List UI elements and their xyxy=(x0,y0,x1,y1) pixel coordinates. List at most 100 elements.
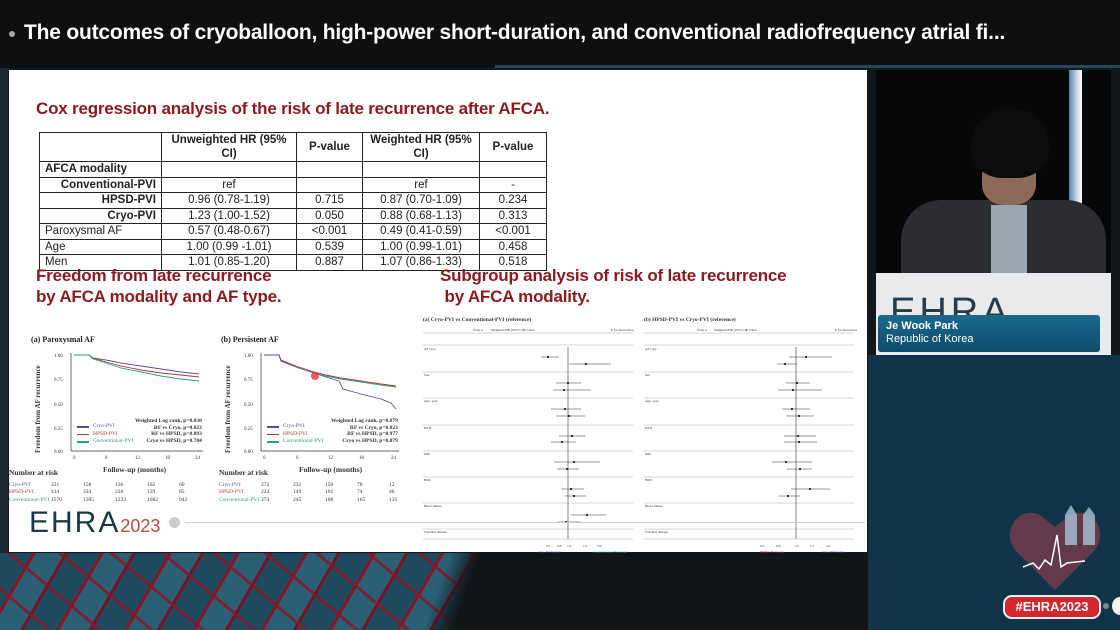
speaker-name: Je Wook Park xyxy=(886,320,958,332)
svg-text:P-value: P-value xyxy=(524,328,535,332)
svg-text:0: 0 xyxy=(73,456,76,461)
table-row: Men 1.01 (0.85-1.20) 0.887 1.07 (0.86-1.… xyxy=(39,254,547,271)
cell-whr: 0.87 (0.70-1.09) xyxy=(362,192,480,209)
risk-row: HPSD-PVI 414 334 228 139 85 xyxy=(9,489,211,497)
cell-wp: <0.001 xyxy=(479,223,547,240)
svg-text:6: 6 xyxy=(296,456,299,461)
km-xlabel: Follow-up (months) xyxy=(299,465,363,474)
svg-text:P for interaction: P for interaction xyxy=(611,328,634,332)
risk-row: Conventional-PVI 1570 1385 1233 1082 942 xyxy=(9,496,211,504)
svg-text:0: 0 xyxy=(263,456,266,461)
decor-dot xyxy=(1103,603,1109,609)
table-row: AFCA modality xyxy=(39,161,547,178)
risk-n: 245 xyxy=(293,496,302,503)
risk-n: 12 xyxy=(389,481,395,488)
svg-text:0.8: 0.8 xyxy=(557,544,562,548)
risk-n: 46 xyxy=(389,489,395,496)
km-title: (b) Persistent AF xyxy=(221,335,279,344)
cell-whr: 1.07 (0.86-1.33) xyxy=(362,254,480,271)
speaker-nameplate: Je Wook Park Republic of Korea xyxy=(878,315,1100,352)
cell-up: 0.715 xyxy=(296,192,363,209)
svg-text:AF type: AF type xyxy=(645,347,657,351)
table-row: HPSD-PVI 0.96 (0.78-1.19) 0.715 0.87 (0.… xyxy=(39,192,547,209)
svg-text:DM: DM xyxy=(645,452,652,456)
risk-n: 60 xyxy=(179,481,185,488)
speaker-shirt xyxy=(991,205,1027,275)
row-label: Paroxysmal AF xyxy=(39,223,162,240)
logo-line xyxy=(185,522,865,523)
cell-uhr: 1.01 (0.85-1.20) xyxy=(161,254,297,271)
cell-wp: 0.518 xyxy=(479,254,547,271)
row-label: Cryo-PVI xyxy=(39,207,162,224)
risk-n: 272 xyxy=(261,481,270,488)
svg-text:Cryo-PVI better: Cryo-PVI better xyxy=(538,550,561,554)
cell-uhr: 0.57 (0.48-0.67) xyxy=(161,223,297,240)
svg-text:0.75: 0.75 xyxy=(244,378,253,383)
cell-up xyxy=(296,161,363,178)
risk-n: 136 xyxy=(115,481,124,488)
svg-text:1.0: 1.0 xyxy=(794,544,799,548)
speaker-video xyxy=(876,70,1111,275)
svg-text:0.25: 0.25 xyxy=(244,427,253,432)
row-label: Age xyxy=(39,238,162,255)
legend-cryo: Cryo-PVI xyxy=(93,423,115,429)
cell-uhr: ref xyxy=(161,176,297,193)
freedom-title: Freedom from late recurrence by AFCA mod… xyxy=(36,265,282,307)
km-curves: 1.00 0.75 0.50 0.25 0.00 0 6 12 18 24 xyxy=(54,353,203,461)
cell-wp: 0.313 xyxy=(479,207,547,224)
cell-uhr: 1.23 (1.00-1.52) xyxy=(161,207,297,224)
accent-line xyxy=(495,65,1120,68)
event-hashtag: #EHRA2023 xyxy=(1003,595,1101,619)
cell-whr: ref xyxy=(362,176,480,193)
svg-text:12: 12 xyxy=(135,456,141,461)
row-label: Conventional-PVI xyxy=(39,176,162,193)
table-row: Cryo-PVI 1.23 (1.00-1.52) 0.050 0.88 (0.… xyxy=(39,207,547,224)
cell-up: 0.050 xyxy=(296,207,363,224)
risk-label: Conventional-PVI xyxy=(9,496,50,503)
cox-title: Cox regression analysis of the risk of l… xyxy=(36,99,550,118)
logo-dot xyxy=(169,517,180,528)
table-row: Paroxysmal AF 0.57 (0.48-0.67) <0.001 0.… xyxy=(39,223,547,240)
risk-label: Cryo-PVI xyxy=(9,481,31,488)
risk-n: 1082 xyxy=(147,496,158,503)
cell-up: 0.539 xyxy=(296,238,363,255)
stat-line: Weighted Log rank, p=0.079 xyxy=(331,418,398,424)
risk-n: 274 xyxy=(261,496,270,503)
risk-n: 165 xyxy=(357,496,366,503)
svg-text:0.5: 0.5 xyxy=(760,544,765,548)
legend-hpsd: HPSD-PVI xyxy=(283,430,308,437)
subgroup-title: Subgroup analysis of risk of late recurr… xyxy=(440,265,787,307)
logo-text: EHRA xyxy=(29,506,121,539)
km-legend: Cryo-PVI HPSD-PVI Conventional-PVI xyxy=(77,423,133,446)
cell-uhr: 1.00 (0.99 -1.01) xyxy=(161,238,297,255)
risk-n: 1385 xyxy=(83,496,94,503)
svg-text:18: 18 xyxy=(359,456,365,461)
risk-n: 414 xyxy=(51,489,60,496)
cell-wp: 0.458 xyxy=(479,238,547,255)
risk-row: HPSD-PVI 224 149 101 74 46 xyxy=(219,489,421,497)
speaker-country: Republic of Korea xyxy=(886,333,974,345)
freedom-title-line1: Freedom from late recurrence xyxy=(36,266,272,285)
svg-text:Conventional-PVI better: Conventional-PVI better xyxy=(593,550,628,554)
risk-n: 221 xyxy=(51,481,60,488)
header-empty xyxy=(39,132,162,162)
stat-line: RF vs Cryo, p=0.023 xyxy=(153,424,202,431)
risk-n: 942 xyxy=(179,496,188,503)
svg-text:0.50: 0.50 xyxy=(54,403,63,408)
cox-regression-table: Unweighted HR (95% CI) P-value Weighted … xyxy=(39,132,547,271)
svg-text:1.00: 1.00 xyxy=(244,354,253,359)
svg-text:0.75: 0.75 xyxy=(54,378,63,383)
svg-text:1.5: 1.5 xyxy=(810,544,815,548)
table-row: Age 1.00 (0.99 -1.01) 0.539 1.00 (0.99-1… xyxy=(39,238,547,255)
stat-line: Weighted Log rank, p=0.030 xyxy=(135,418,202,424)
risk-n: 78 xyxy=(357,481,363,488)
svg-text:HTN: HTN xyxy=(645,426,653,430)
svg-text:2.0: 2.0 xyxy=(597,544,602,548)
bullet-icon xyxy=(9,31,15,37)
table-header-row: Unweighted HR (95% CI) P-value Weighted … xyxy=(39,132,547,162)
svg-text:2.0: 2.0 xyxy=(826,544,831,548)
decor-dot xyxy=(1112,597,1120,615)
svg-text:Vascular disease: Vascular disease xyxy=(645,530,668,534)
forest-plot-graphic: Total n Weighted HR (95% CI)P-value P for … xyxy=(644,328,857,554)
